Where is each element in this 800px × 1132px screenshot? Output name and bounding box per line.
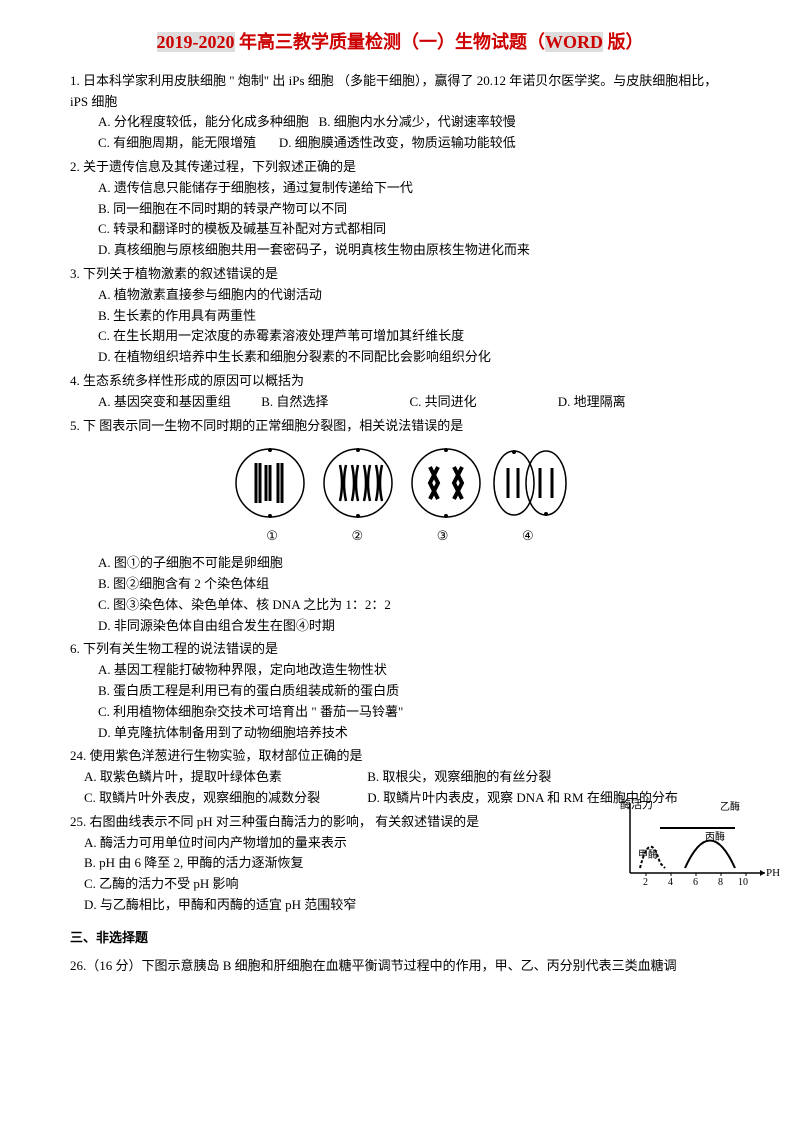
q5-opt-c: C. 图③染色体、染色单体、核 DNA 之比为 1：2：2 xyxy=(70,595,730,616)
xtick-10: 10 xyxy=(738,877,748,888)
q24-stem: 24. 使用紫色洋葱进行生物实验，取材部位正确的是 xyxy=(70,746,730,767)
label-yi: 乙酶 xyxy=(720,800,740,813)
question-5: 5. 下 图表示同一生物不同时期的正常细胞分裂图，相关说法错误的是 xyxy=(70,416,730,637)
chart-ylabel: 酶活力 xyxy=(620,798,653,811)
question-26: 26.（16 分）下图示意胰岛 B 细胞和肝细胞在血糖平衡调节过程中的作用，甲、… xyxy=(70,956,730,977)
q6-stem: 6. 下列有关生物工程的说法错误的是 xyxy=(70,639,730,660)
chart-xlabel: PH xyxy=(766,867,780,879)
xtick-6: 6 xyxy=(693,877,698,888)
cell-figs-svg xyxy=(230,444,570,522)
q6-opt-a: A. 基因工程能打破物种界限，定向地改造生物性状 xyxy=(70,660,730,681)
q5-opt-b: B. 图②细胞含有 2 个染色体组 xyxy=(70,574,730,595)
q1-opt-d: D. 细胞膜通透性改变，物质运输功能较低 xyxy=(279,133,516,154)
q24-opt-b: B. 取根尖，观察细胞的有丝分裂 xyxy=(367,769,551,784)
question-1: 1. 日本科学家利用皮肤细胞 " 炮制" 出 iPs 细胞 （多能干细胞），赢得… xyxy=(70,71,730,154)
page-title: 2019-2020 年高三教学质量检测（一）生物试题（WORD 版） xyxy=(70,28,730,57)
q4-opt-b: B. 自然选择 xyxy=(261,392,406,413)
title-word: WORD xyxy=(545,32,603,52)
question-4: 4. 生态系统多样性形成的原因可以概括为 A. 基因突变和基因重组 B. 自然选… xyxy=(70,371,730,413)
q5-opt-a: A. 图①的子细胞不可能是卵细胞 xyxy=(70,553,730,574)
q2-opt-d: D. 真核细胞与原核细胞共用一套密码子，说明真核生物由原核生物进化而来 xyxy=(70,240,730,261)
q2-opt-b: B. 同一细胞在不同时期的转录产物可以不同 xyxy=(70,199,730,220)
question-25: 25. 右图曲线表示不同 pH 对三种蛋白酶活力的影响， 有关叙述错误的是 A.… xyxy=(70,812,730,916)
q1-stem: 1. 日本科学家利用皮肤细胞 " 炮制" 出 iPs 细胞 （多能干细胞），赢得… xyxy=(70,71,730,113)
question-2: 2. 关于遗传信息及其传递过程，下列叙述正确的是 A. 遗传信息只能储存于细胞核… xyxy=(70,157,730,261)
fig-labels: ① ② ③ ④ xyxy=(70,526,730,547)
curve-bing xyxy=(685,840,735,868)
fig-label-4: ④ xyxy=(487,526,569,547)
q24-opt-a: A. 取紫色鳞片叶，提取叶绿体色素 xyxy=(84,767,364,788)
cell-division-figures xyxy=(70,444,730,522)
title-suffix: 版） xyxy=(603,32,644,52)
question-6: 6. 下列有关生物工程的说法错误的是 A. 基因工程能打破物种界限，定向地改造生… xyxy=(70,639,730,743)
label-jia: 甲酶 xyxy=(638,848,658,861)
q4-opt-a: A. 基因突变和基因重组 xyxy=(98,392,258,413)
q2-opt-c: C. 转录和翻译时的模板及碱基互补配对方式都相同 xyxy=(70,219,730,240)
q3-opt-d: D. 在植物组织培养中生长素和细胞分裂素的不同配比会影响组织分化 xyxy=(70,347,730,368)
xtick-8: 8 xyxy=(718,877,723,888)
q25-opt-d: D. 与乙酶相比，甲酶和丙酶的适宜 pH 范围较窄 xyxy=(70,895,730,916)
q24-opt-c: C. 取鳞片叶外表皮，观察细胞的减数分裂 xyxy=(84,788,364,809)
question-3: 3. 下列关于植物激素的叙述错误的是 A. 植物激素直接参与细胞内的代谢活动 B… xyxy=(70,264,730,368)
q1-opt-b: B. 细胞内水分减少，代谢速率较慢 xyxy=(319,112,516,133)
q4-opt-d: D. 地理隔离 xyxy=(558,392,626,413)
q4-opt-c: C. 共同进化 xyxy=(410,392,555,413)
xtick-2: 2 xyxy=(643,877,648,888)
q3-stem: 3. 下列关于植物激素的叙述错误的是 xyxy=(70,264,730,285)
enzyme-chart-svg: 酶活力 PH 甲酶 乙酶 丙酶 2 4 6 8 10 xyxy=(620,798,780,893)
q3-opt-c: C. 在生长期用一定浓度的赤霉素溶液处理芦苇可增加其纤维长度 xyxy=(70,326,730,347)
q3-opt-a: A. 植物激素直接参与细胞内的代谢活动 xyxy=(70,285,730,306)
q5-stem: 5. 下 图表示同一生物不同时期的正常细胞分裂图，相关说法错误的是 xyxy=(70,416,730,437)
title-mid: 年高三教学质量检测（一）生物试题（ xyxy=(235,32,546,52)
label-bing: 丙酶 xyxy=(705,830,725,843)
q1-opt-c: C. 有细胞周期，能无限增殖 xyxy=(98,133,256,154)
q26-stem: 26.（16 分）下图示意胰岛 B 细胞和肝细胞在血糖平衡调节过程中的作用，甲、… xyxy=(70,956,730,977)
q6-opt-d: D. 单克隆抗体制备用到了动物细胞培养技术 xyxy=(70,723,730,744)
q3-opt-b: B. 生长素的作用具有两重性 xyxy=(70,306,730,327)
q6-opt-b: B. 蛋白质工程是利用已有的蛋白质组装成新的蛋白质 xyxy=(70,681,730,702)
title-year: 2019-2020 xyxy=(157,32,235,52)
fig-label-2: ② xyxy=(316,526,398,547)
q5-opt-d: D. 非同源染色体自由组合发生在图④时期 xyxy=(70,616,730,637)
q2-opt-a: A. 遗传信息只能储存于细胞核，通过复制传递给下一代 xyxy=(70,178,730,199)
q2-stem: 2. 关于遗传信息及其传递过程，下列叙述正确的是 xyxy=(70,157,730,178)
q1-opt-a: A. 分化程度较低，能分化成多种细胞 xyxy=(98,112,309,133)
xtick-4: 4 xyxy=(668,877,673,888)
fig-label-1: ① xyxy=(231,526,313,547)
section-3-heading: 三、非选择题 xyxy=(70,928,730,949)
q6-opt-c: C. 利用植物体细胞杂交技术可培育出 " 番茄一马铃薯" xyxy=(70,702,730,723)
enzyme-chart: 酶活力 PH 甲酶 乙酶 丙酶 2 4 6 8 10 xyxy=(620,798,780,893)
fig-label-3: ③ xyxy=(402,526,484,547)
q4-stem: 4. 生态系统多样性形成的原因可以概括为 xyxy=(70,371,730,392)
